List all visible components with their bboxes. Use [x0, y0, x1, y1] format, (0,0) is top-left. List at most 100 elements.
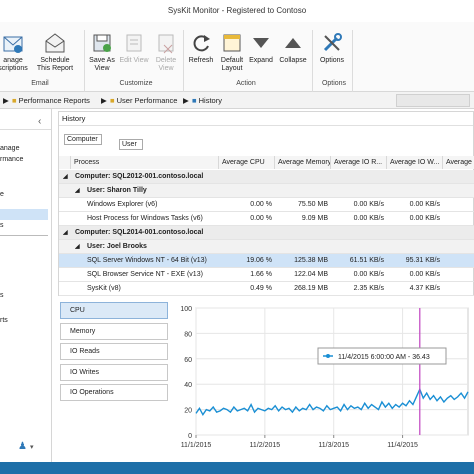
report-icon: ■ [192, 96, 197, 105]
nav-item[interactable]: s [0, 222, 4, 229]
ribbon-separator [312, 30, 313, 92]
history-grid: History Computer User Process Average CP… [58, 111, 474, 296]
save-as-view-button[interactable]: Save As View [88, 32, 116, 73]
y-tick-label: 0 [188, 433, 192, 440]
column-header-process[interactable]: Process [71, 156, 219, 169]
edit-view-icon [126, 34, 142, 52]
line-chart[interactable]: 0 20 40 60 80 100 11/1/2015 11/2/2015 11/3/2015 1… [172, 300, 474, 456]
group-row-label: Computer: SQL2012-001.contoso.local [75, 173, 204, 180]
cell-mem: 122.04 MB [294, 271, 328, 278]
ribbon-separator [352, 30, 353, 92]
tooltip-text: 11/4/2015 6:00:00 AM - 36.43 [338, 354, 430, 361]
table-row[interactable]: Host Process for Windows Tasks (v6) 0.00 … [59, 212, 474, 226]
cell-process: SQL Server Windows NT - 64 Bit (v13) [87, 257, 207, 264]
breadcrumb-item-history[interactable]: ■ History [192, 96, 222, 105]
table-row[interactable]: SQL Browser Service NT - EXE (v13) 1.66 %… [59, 268, 474, 282]
column-header-memory[interactable]: Average Memory [275, 156, 331, 169]
collapse-button[interactable]: Collapse [278, 32, 308, 65]
group-chip-user[interactable]: User [119, 139, 143, 150]
chart-tooltip [317, 347, 447, 365]
metric-button-io-reads[interactable]: IO Reads [60, 343, 168, 360]
breadcrumb-separator: ▶ [101, 96, 107, 105]
metric-button-io-operations[interactable]: IO Operations [60, 384, 168, 401]
cell-ior: 61.51 KB/s [349, 257, 384, 264]
column-header-io-writes[interactable]: Average IO W... [387, 156, 443, 169]
cell-process: SQL Browser Service NT - EXE (v13) [87, 271, 203, 278]
nav-item-performance[interactable]: rmance [0, 156, 24, 163]
x-tick-label: 11/3/2015 [318, 442, 349, 449]
manage-subscriptions-button[interactable]: anage scriptions [0, 32, 32, 73]
nav-item[interactable]: s [0, 292, 4, 299]
y-tick-label: 40 [184, 382, 192, 389]
ribbon-group-label: Options [321, 80, 347, 87]
y-tick-label: 100 [180, 306, 192, 313]
cell-process: SysKit (v8) [87, 285, 121, 292]
header-spacer [59, 156, 71, 169]
column-header-io-reads[interactable]: Average IO R... [331, 156, 387, 169]
cell-iow: 0.00 KB/s [409, 201, 440, 208]
metric-button-cpu[interactable]: CPU [60, 302, 168, 319]
layout-icon [223, 34, 241, 52]
nav-item-manage[interactable]: anage [0, 145, 20, 152]
refresh-icon [193, 35, 210, 52]
ribbon-group-label: Customize [119, 80, 153, 87]
grid-body: ◢ Computer: SQL2012-001.contoso.local ◢ Use… [59, 170, 474, 296]
group-chip-computer[interactable]: Computer [64, 134, 102, 145]
schedule-email-icon [45, 33, 65, 53]
expand-button[interactable]: Expand [248, 32, 274, 65]
collapse-arrow-icon[interactable]: ◢ [63, 230, 68, 236]
cell-iow: 0.00 KB/s [409, 215, 440, 222]
schedule-report-button[interactable]: Schedule This Report [34, 32, 76, 73]
search-input[interactable] [396, 94, 470, 107]
grid-header: Process Average CPU Average Memory Avera… [59, 156, 474, 169]
expand-icon [253, 38, 269, 48]
table-row[interactable]: SQL Server Windows NT - 64 Bit (v13) 19.0… [59, 254, 474, 268]
cell-iow: 95.31 KB/s [405, 257, 440, 264]
cell-process: Host Process for Windows Tasks (v6) [87, 215, 203, 222]
edit-view-button[interactable]: Edit View [118, 32, 150, 65]
refresh-button[interactable]: Refresh [186, 32, 216, 65]
series-line[interactable] [195, 387, 469, 417]
collapse-arrow-icon[interactable]: ◢ [75, 244, 80, 250]
nav-item[interactable]: e [0, 191, 4, 198]
default-layout-button[interactable]: Default Layout [218, 32, 246, 73]
collapse-arrow-icon[interactable]: ◢ [75, 188, 80, 194]
table-row[interactable]: SysKit (v8) 0.49 % 268.19 MB 2.35 KB/s 4.37 … [59, 282, 474, 296]
collapse-panel-chevron-icon[interactable]: ‹ [38, 116, 42, 127]
delete-view-button[interactable]: Delete View [152, 32, 180, 73]
delete-view-icon [158, 34, 174, 54]
cell-mem: 268.19 MB [294, 285, 328, 292]
group-row-user[interactable]: ◢ User: Sharon Tilly [59, 184, 474, 198]
divider [0, 129, 51, 130]
status-bar [0, 462, 474, 474]
panel-title: History [62, 114, 86, 123]
plot-area [195, 307, 469, 436]
breadcrumb-item-performance-reports[interactable]: ■ Performance Reports [12, 96, 90, 105]
group-row-computer[interactable]: ◢ Computer: SQL2012-001.contoso.local [59, 170, 474, 184]
folder-icon: ■ [12, 96, 17, 105]
cell-ior: 0.00 KB/s [353, 215, 384, 222]
metric-button-memory[interactable]: Memory [60, 322, 168, 340]
metric-button-io-writes[interactable]: IO Writes [60, 363, 168, 381]
cell-mem: 75.50 MB [298, 201, 328, 208]
cell-ior: 2.35 KB/s [353, 285, 384, 292]
window-title: SysKit Monitor - Registered to Contoso [0, 0, 474, 22]
group-row-computer[interactable]: ◢ Computer: SQL2014-001.contoso.local [59, 226, 474, 240]
y-tick-label: 80 [184, 331, 192, 338]
chevron-down-icon[interactable]: ▾ [30, 444, 34, 451]
user-icon[interactable]: ♟ [18, 441, 27, 452]
column-header-cpu[interactable]: Average CPU [219, 156, 275, 169]
save-icon [93, 34, 111, 52]
breadcrumb-item-user-performance[interactable]: ■ User Performance [110, 96, 178, 105]
table-row[interactable]: Windows Explorer (v6) 0.00 % 75.50 MB 0.00 … [59, 198, 474, 212]
cell-iow: 4.37 KB/s [409, 285, 440, 292]
column-header-average[interactable]: Average [443, 156, 474, 169]
options-button[interactable]: Options [316, 32, 348, 65]
group-row-user[interactable]: ◢ User: Joel Brooks [59, 240, 474, 254]
cell-cpu: 0.49 % [250, 285, 272, 292]
nav-item-selected[interactable] [0, 209, 48, 220]
x-tick-label: 11/1/2015 [181, 442, 212, 449]
nav-item-reports[interactable]: rts [0, 317, 8, 324]
collapse-arrow-icon[interactable]: ◢ [63, 174, 68, 180]
tooltip-series-marker [326, 354, 330, 358]
